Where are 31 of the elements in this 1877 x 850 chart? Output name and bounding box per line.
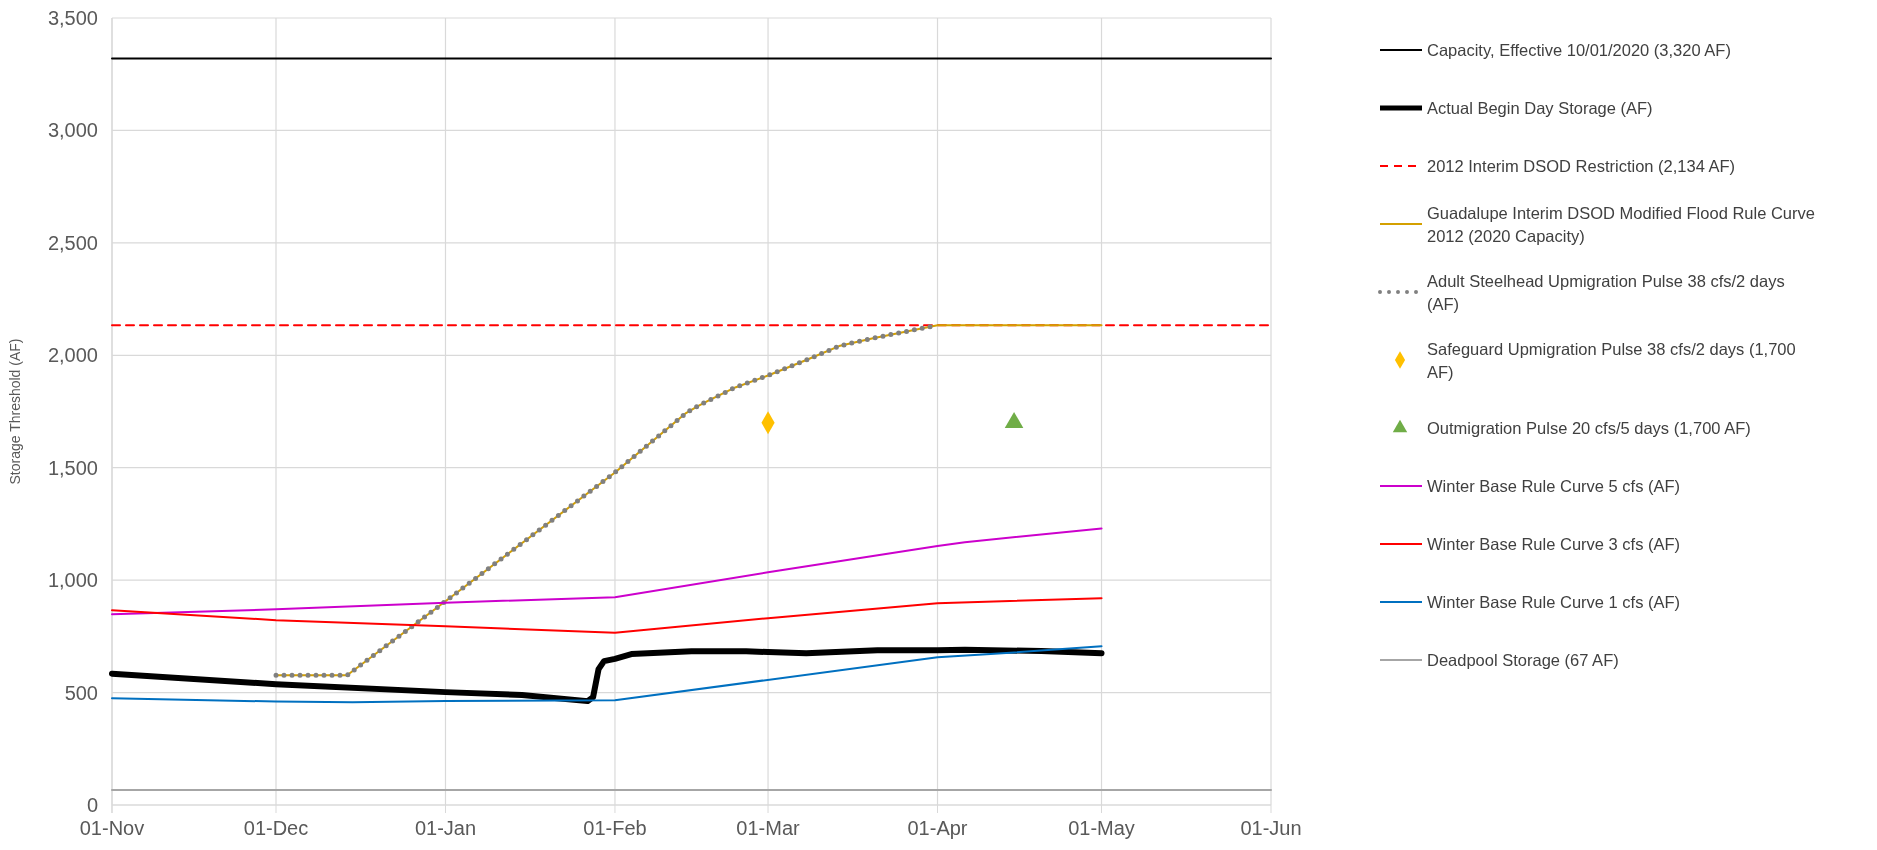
y-tick-label: 500 (64, 681, 98, 704)
legend-label: Deadpool Storage (67 AF) (1427, 650, 1619, 669)
legend-label: Actual Begin Day Storage (AF) (1427, 98, 1653, 117)
x-tick-label: 01-Dec (243, 817, 309, 839)
y-tick-label: 3,500 (47, 7, 98, 29)
legend-label: Winter Base Rule Curve 1 cfs (AF) (1427, 592, 1681, 611)
y-tick-label: 2,500 (47, 231, 98, 254)
y-tick-label: 2,000 (47, 344, 98, 367)
x-tick-label: 01-May (1068, 817, 1135, 839)
legend-label: Capacity, Effective 10/01/2020 (3,320 AF) (1427, 40, 1731, 59)
y-tick-label: 1,000 (47, 569, 98, 592)
x-tick-label: 01-Jan (414, 817, 477, 839)
legend-label: Guadalupe Interim DSOD Modified Flood Rule Curve 2012 (2020 Capacity) (1427, 203, 1815, 245)
y-tick-label: 3,000 (47, 119, 98, 142)
line-series (275, 324, 1103, 677)
y-tick-label: 0 (86, 794, 98, 816)
x-tick-label: 01-Feb (583, 817, 647, 839)
legend-label: Winter Base Rule Curve 5 cfs (AF) (1427, 476, 1681, 495)
legend-label: 2012 Interim DSOD Restriction (2,134 AF) (1427, 156, 1736, 175)
x-tick-label: 01-Nov (79, 817, 145, 839)
line-series (111, 527, 1103, 616)
x-tick-label: 01-Apr (907, 817, 968, 839)
legend-label: Winter Base Rule Curve 3 cfs (AF) (1427, 534, 1681, 553)
legend-label: Adult Steelhead Upmigration Pulse 38 cfs/2 days (AF) (1427, 271, 1785, 313)
x-tick-label: 01-Jun (1240, 817, 1302, 839)
x-tick-label: 01-Mar (736, 817, 801, 839)
line-series (111, 597, 1103, 634)
y-tick-label: 1,500 (47, 456, 98, 479)
y-axis-title: Storage Threshold (AF) (7, 338, 23, 485)
legend-label: Safeguard Upmigration Pulse 38 cfs/2 days (1,700 AF) (1427, 339, 1796, 381)
legend-label: Outmigration Pulse 20 cfs/5 days (1,700 AF) (1427, 418, 1751, 437)
